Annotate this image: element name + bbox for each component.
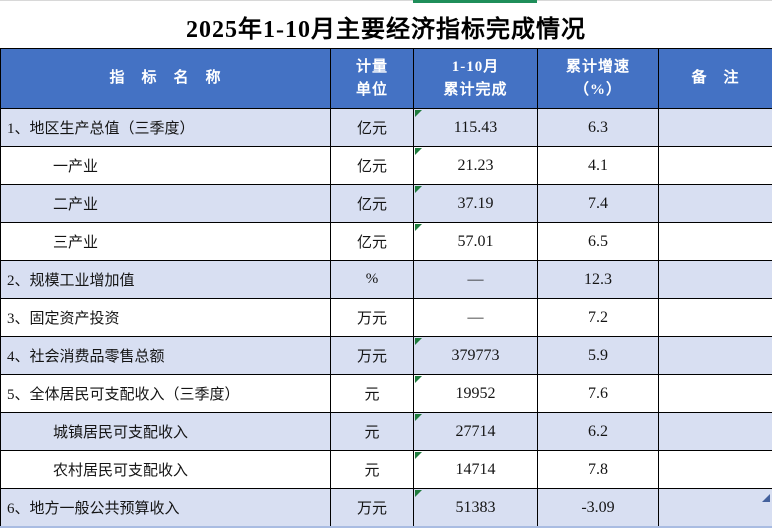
error-indicator-icon — [415, 186, 422, 193]
indicator-name-cell[interactable]: 3、固定资产投资 — [1, 299, 331, 337]
cumulative-value-cell[interactable]: 19952 — [414, 375, 538, 413]
col-header-remarks[interactable]: 备 注 — [659, 49, 772, 109]
cumulative-value-cell[interactable]: 115.43 — [414, 109, 538, 147]
cumulative-value-cell[interactable]: 37.19 — [414, 185, 538, 223]
indicator-name-cell[interactable]: 一产业 — [1, 147, 331, 185]
remarks-cell[interactable] — [659, 413, 772, 451]
unit-cell[interactable]: 万元 — [331, 299, 414, 337]
table-header: 指 标 名 称 计量 单位 1-10月 累计完成 累计增速 （%） 备 注 — [1, 49, 772, 109]
growth-rate-cell[interactable]: 7.6 — [538, 375, 659, 413]
growth-rate-cell[interactable]: -3.09 — [538, 489, 659, 528]
cumulative-value-cell[interactable]: — — [414, 299, 538, 337]
error-indicator-icon — [415, 376, 422, 383]
growth-rate-cell[interactable]: 7.2 — [538, 299, 659, 337]
remarks-cell[interactable] — [659, 337, 772, 375]
header-row: 指 标 名 称 计量 单位 1-10月 累计完成 累计增速 （%） 备 注 — [1, 49, 772, 109]
remarks-cell[interactable] — [659, 489, 772, 528]
indicator-name-cell[interactable]: 6、地方一般公共预算收入 — [1, 489, 331, 528]
unit-cell[interactable]: 万元 — [331, 489, 414, 528]
error-indicator-icon — [415, 148, 422, 155]
error-indicator-icon — [415, 224, 422, 231]
growth-rate-cell[interactable]: 7.8 — [538, 451, 659, 489]
indicator-name-cell[interactable]: 二产业 — [1, 185, 331, 223]
cumulative-value-cell[interactable]: 21.23 — [414, 147, 538, 185]
indicator-name-cell[interactable]: 城镇居民可支配收入 — [1, 413, 331, 451]
indicator-name-cell[interactable]: 5、全体居民可支配收入（三季度） — [1, 375, 331, 413]
unit-cell[interactable]: 亿元 — [331, 109, 414, 147]
remarks-cell[interactable] — [659, 299, 772, 337]
col-header-cumulative[interactable]: 1-10月 累计完成 — [414, 49, 538, 109]
cumulative-value-cell[interactable]: 14714 — [414, 451, 538, 489]
growth-rate-cell[interactable]: 6.5 — [538, 223, 659, 261]
selection-edge-green — [413, 0, 537, 3]
unit-cell[interactable]: 亿元 — [331, 223, 414, 261]
error-indicator-icon — [415, 490, 422, 497]
error-indicator-icon — [415, 338, 422, 345]
fill-handle[interactable] — [762, 494, 770, 502]
cumulative-value-cell[interactable]: — — [414, 261, 538, 299]
unit-cell[interactable]: 亿元 — [331, 147, 414, 185]
indicator-name-cell[interactable]: 4、社会消费品零售总额 — [1, 337, 331, 375]
table-row: 2、规模工业增加值%—12.3 — [1, 261, 772, 299]
unit-cell[interactable]: 亿元 — [331, 185, 414, 223]
remarks-cell[interactable] — [659, 451, 772, 489]
indicator-name-cell[interactable]: 2、规模工业增加值 — [1, 261, 331, 299]
remarks-cell[interactable] — [659, 223, 772, 261]
cumulative-value-cell[interactable]: 27714 — [414, 413, 538, 451]
error-indicator-icon — [415, 452, 422, 459]
error-indicator-icon — [415, 414, 422, 421]
col-header-indicator-name[interactable]: 指 标 名 称 — [1, 49, 331, 109]
col-header-growth[interactable]: 累计增速 （%） — [538, 49, 659, 109]
remarks-cell[interactable] — [659, 147, 772, 185]
remarks-cell[interactable] — [659, 375, 772, 413]
cumulative-value-cell[interactable]: 379773 — [414, 337, 538, 375]
top-gridline — [0, 0, 772, 1]
col-header-unit[interactable]: 计量 单位 — [331, 49, 414, 109]
unit-cell[interactable]: 万元 — [331, 337, 414, 375]
unit-cell[interactable]: 元 — [331, 413, 414, 451]
indicator-name-cell[interactable]: 三产业 — [1, 223, 331, 261]
growth-rate-cell[interactable]: 4.1 — [538, 147, 659, 185]
growth-rate-cell[interactable]: 5.9 — [538, 337, 659, 375]
error-indicator-icon — [415, 110, 422, 117]
remarks-cell[interactable] — [659, 109, 772, 147]
growth-rate-cell[interactable]: 7.4 — [538, 185, 659, 223]
unit-cell[interactable]: 元 — [331, 451, 414, 489]
unit-cell[interactable]: % — [331, 261, 414, 299]
remarks-cell[interactable] — [659, 185, 772, 223]
cumulative-value-cell[interactable]: 51383 — [414, 489, 538, 528]
growth-rate-cell[interactable]: 6.2 — [538, 413, 659, 451]
cumulative-value-cell[interactable]: 57.01 — [414, 223, 538, 261]
growth-rate-cell[interactable]: 6.3 — [538, 109, 659, 147]
unit-cell[interactable]: 元 — [331, 375, 414, 413]
indicators-table: 指 标 名 称 计量 单位 1-10月 累计完成 累计增速 （%） 备 注 1、… — [0, 48, 772, 528]
indicator-name-cell[interactable]: 1、地区生产总值（三季度） — [1, 109, 331, 147]
growth-rate-cell[interactable]: 12.3 — [538, 261, 659, 299]
remarks-cell[interactable] — [659, 261, 772, 299]
table-row: 3、固定资产投资万元—7.2 — [1, 299, 772, 337]
page-title[interactable]: 2025年1-10月主要经济指标完成情况 — [0, 4, 772, 48]
indicator-name-cell[interactable]: 农村居民可支配收入 — [1, 451, 331, 489]
